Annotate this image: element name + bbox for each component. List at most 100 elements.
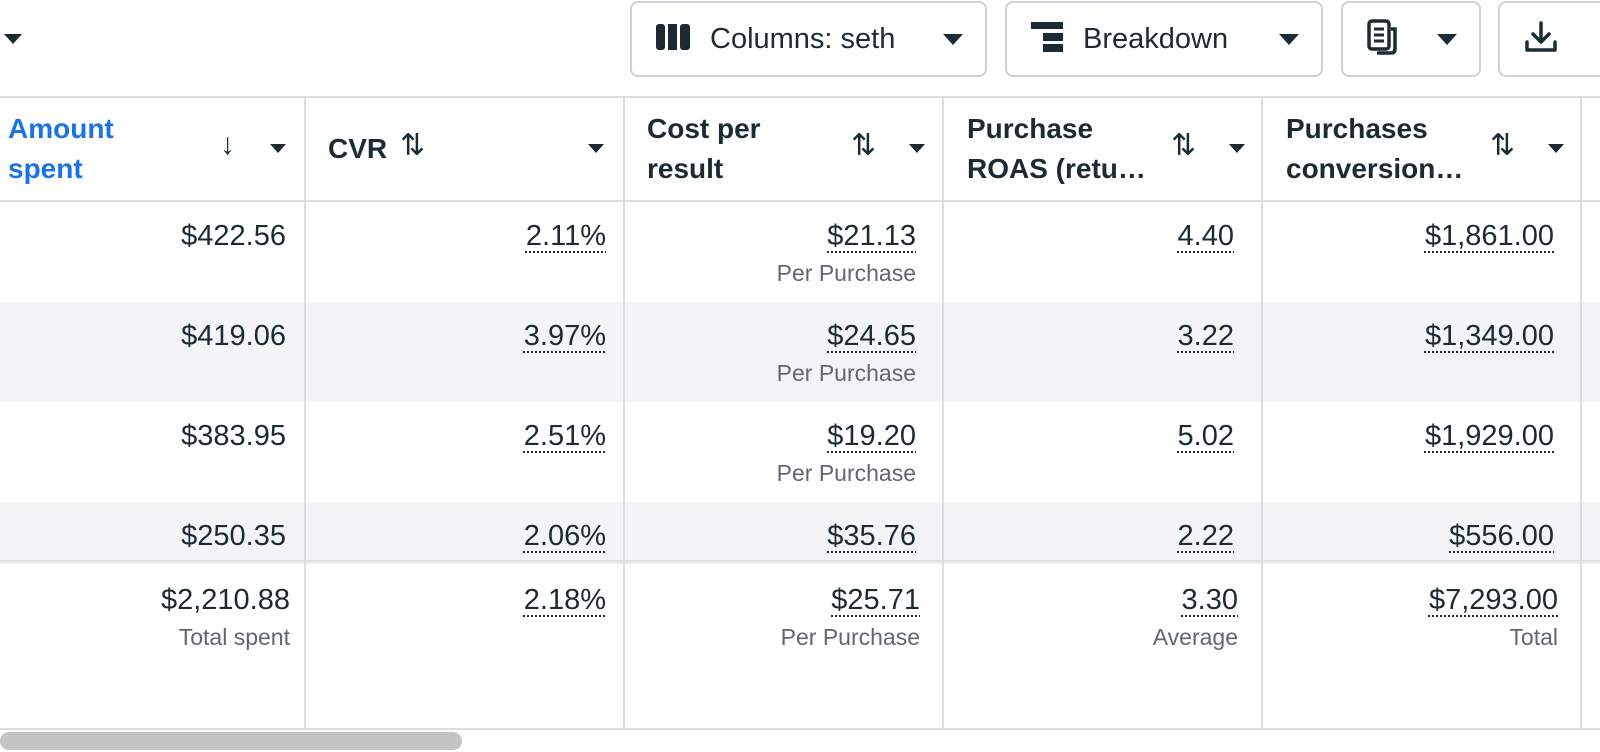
table-row[interactable]: $383.95 2.51% $19.20 Per Purchase 5.02 $1…: [0, 402, 1600, 502]
reports-button[interactable]: [1341, 1, 1481, 77]
roas-value[interactable]: 2.22: [1177, 520, 1234, 552]
header-title: CVR: [328, 129, 387, 169]
total-amount-cell: $2,210.88 Total spent: [161, 564, 290, 652]
total-amount-subtext: Total spent: [178, 624, 290, 650]
footer-divider-shadow: [0, 560, 1600, 566]
cost-value[interactable]: $21.13: [827, 220, 916, 252]
header-title-line: Cost per: [647, 113, 761, 144]
header-title: Purchases conversion…: [1286, 109, 1463, 189]
total-cost-subtext: Per Purchase: [780, 624, 920, 650]
sort-icon[interactable]: ⇅: [851, 129, 877, 162]
cvr-value[interactable]: 2.11%: [525, 220, 606, 252]
header-title-line: ROAS (retu…: [967, 153, 1146, 184]
conv-value[interactable]: $1,929.00: [1424, 420, 1554, 452]
cell-conv: $556.00: [1449, 502, 1554, 554]
cell-amount: $383.95: [181, 402, 286, 454]
conv-value[interactable]: $556.00: [1449, 520, 1554, 552]
cost-value[interactable]: $19.20: [827, 420, 916, 452]
header-cvr[interactable]: CVR ⇅: [328, 98, 610, 200]
sort-icon[interactable]: ⇅: [400, 129, 426, 162]
toolbar: Columns: seth Breakdown: [0, 0, 1600, 96]
chevron-down-icon[interactable]: [1229, 144, 1245, 153]
sort-icon[interactable]: ⇅: [1171, 129, 1197, 162]
header-title: Cost per result: [647, 109, 761, 189]
cell-amount: $422.56: [181, 202, 286, 254]
cell-roas: 3.22: [1178, 302, 1234, 354]
breakdown-button[interactable]: Breakdown: [1005, 1, 1323, 77]
header-purchase-roas[interactable]: Purchase ROAS (retu… ⇅: [967, 98, 1247, 200]
header-title-line: conversion…: [1286, 153, 1464, 184]
header-title-line: result: [647, 153, 724, 184]
total-amount-value: $2,210.88: [160, 584, 290, 616]
chevron-down-icon[interactable]: [909, 144, 925, 153]
cell-cost: $35.76: [827, 502, 916, 554]
roas-value[interactable]: 3.22: [1177, 320, 1234, 352]
total-roas-cell: 3.30 Average: [1153, 564, 1238, 652]
header-cost-per-result[interactable]: Cost per result ⇅: [647, 98, 927, 200]
cvr-value[interactable]: 2.51%: [523, 420, 606, 452]
cell-cvr: 3.97%: [524, 302, 606, 354]
header-title-line: spent: [8, 153, 83, 184]
chevron-down-icon[interactable]: [270, 144, 286, 153]
total-conv-cell: $7,293.00 Total: [1429, 564, 1558, 652]
cell-cvr: 2.11%: [526, 202, 606, 254]
cvr-value[interactable]: 2.06%: [523, 520, 606, 552]
cost-value[interactable]: $35.76: [827, 520, 916, 552]
roas-value[interactable]: 5.02: [1177, 420, 1234, 452]
total-conv-value[interactable]: $7,293.00: [1428, 584, 1558, 616]
table-row[interactable]: $419.06 3.97% $24.65 Per Purchase 3.22 $1…: [0, 302, 1600, 402]
chevron-down-icon: [943, 33, 963, 45]
header-amount-spent[interactable]: Amount spent ↓: [8, 98, 298, 200]
table-header: Amount spent ↓ CVR ⇅ Cost per result ⇅ P…: [0, 96, 1600, 202]
column-divider[interactable]: [623, 96, 625, 730]
download-icon: [1524, 20, 1558, 59]
export-button[interactable]: [1498, 1, 1600, 77]
total-cost-value[interactable]: $25.71: [831, 584, 920, 616]
chevron-down-icon[interactable]: [4, 34, 22, 44]
totals-row: $2,210.88 Total spent 2.18% $25.71 Per P…: [0, 564, 1600, 730]
chevron-down-icon[interactable]: [1548, 144, 1564, 153]
columns-button[interactable]: Columns: seth: [630, 1, 987, 77]
header-title-line: Purchase: [967, 113, 1094, 144]
chevron-down-icon[interactable]: [588, 144, 604, 153]
columns-icon: [656, 23, 690, 55]
column-divider[interactable]: [304, 96, 306, 730]
cost-subtext: Per Purchase: [776, 260, 916, 286]
cell-roas: 5.02: [1178, 402, 1234, 454]
total-roas-value[interactable]: 3.30: [1181, 584, 1238, 616]
total-conv-subtext: Total: [1509, 624, 1558, 650]
column-divider[interactable]: [1261, 96, 1263, 730]
conv-value[interactable]: $1,349.00: [1424, 320, 1554, 352]
horizontal-scrollbar[interactable]: [0, 732, 462, 750]
conv-value[interactable]: $1,861.00: [1424, 220, 1554, 252]
cell-amount: $250.35: [181, 502, 286, 554]
header-title-line: Amount: [8, 113, 114, 144]
total-cvr-value[interactable]: 2.18%: [523, 584, 606, 616]
sort-icon[interactable]: ⇅: [1490, 129, 1516, 162]
total-cost-cell: $25.71 Per Purchase: [781, 564, 920, 652]
total-cvr-cell: 2.18%: [524, 564, 606, 618]
amount-value: $250.35: [181, 520, 286, 552]
table-row[interactable]: $422.56 2.11% $21.13 Per Purchase 4.40 $1…: [0, 202, 1600, 302]
total-roas-subtext: Average: [1152, 624, 1238, 650]
cvr-value[interactable]: 3.97%: [523, 320, 606, 352]
header-title-line: Purchases: [1286, 113, 1428, 144]
header-purchases-conversion[interactable]: Purchases conversion… ⇅: [1286, 98, 1566, 200]
cell-cvr: 2.06%: [524, 502, 606, 554]
cell-conv: $1,929.00: [1425, 402, 1554, 454]
cell-roas: 2.22: [1178, 502, 1234, 554]
cell-conv: $1,861.00: [1425, 202, 1554, 254]
sort-descending-icon[interactable]: ↓: [220, 128, 235, 161]
column-divider[interactable]: [942, 96, 944, 730]
table-row[interactable]: $250.35 2.06% $35.76 2.22 $556.00: [0, 502, 1600, 564]
amount-value: $383.95: [181, 420, 286, 452]
roas-value[interactable]: 4.40: [1177, 220, 1234, 252]
column-divider[interactable]: [1580, 96, 1582, 730]
chevron-down-icon: [1437, 33, 1457, 45]
cost-value[interactable]: $24.65: [827, 320, 916, 352]
breakdown-icon: [1031, 21, 1063, 57]
breakdown-button-label: Breakdown: [1083, 22, 1229, 55]
cell-cost: $21.13 Per Purchase: [777, 202, 916, 288]
cost-subtext: Per Purchase: [776, 460, 916, 486]
reports-icon: [1367, 18, 1399, 60]
